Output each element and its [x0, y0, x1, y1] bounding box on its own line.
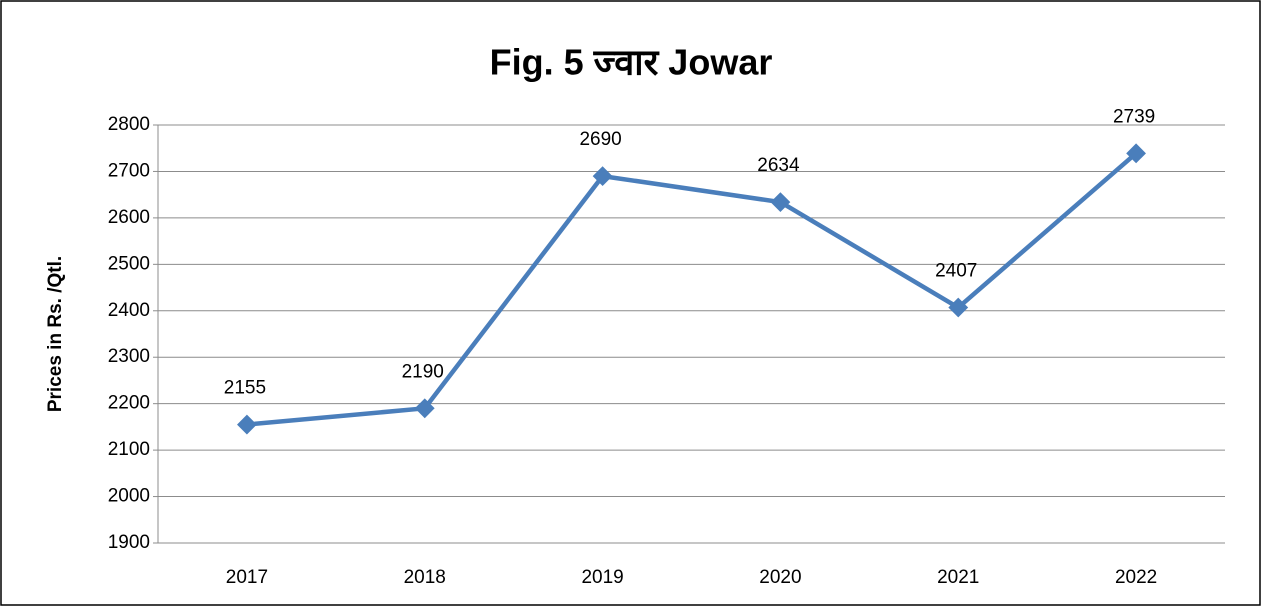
data-label: 2634 — [757, 155, 800, 176]
data-label: 2739 — [1113, 106, 1155, 127]
data-label: 2690 — [579, 129, 621, 150]
x-tick-label: 2020 — [759, 567, 801, 588]
data-label: 2407 — [935, 261, 977, 282]
x-tick-label: 2021 — [937, 567, 979, 588]
marker — [1126, 143, 1146, 164]
x-tick-label: 2019 — [581, 567, 623, 588]
y-axis-label: Prices in Rs. /Qtl. — [45, 256, 66, 412]
y-tick-label: 2500 — [108, 253, 150, 274]
line — [246, 151, 1138, 427]
data-label: 2155 — [224, 378, 266, 399]
y-tick-label: 1900 — [108, 532, 150, 553]
y-tick-label: 2700 — [108, 160, 150, 181]
y-tick-label: 2100 — [108, 439, 150, 460]
y-tick-label: 2000 — [108, 486, 150, 507]
marker — [414, 398, 435, 419]
data-label: 2190 — [402, 361, 444, 382]
marker — [237, 414, 257, 435]
x-tick-label: 2022 — [1115, 567, 1157, 588]
marker — [948, 297, 969, 318]
chart-title: Fig. 5 ज्वार Jowar — [490, 42, 773, 83]
y-tick-label: 2300 — [108, 346, 150, 367]
y-tick-label: 2600 — [108, 207, 150, 228]
y-tick-label: 2400 — [108, 300, 150, 321]
x-tick-label: 2017 — [226, 567, 268, 588]
y-tick-label: 2200 — [108, 393, 150, 414]
y-tick-label: 2800 — [108, 114, 150, 135]
x-tick-label: 2018 — [404, 567, 446, 588]
